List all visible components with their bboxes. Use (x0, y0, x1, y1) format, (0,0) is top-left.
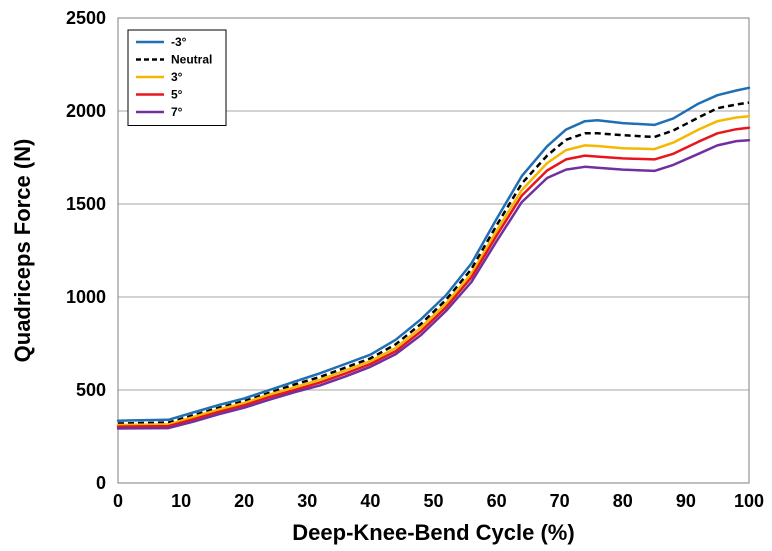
legend-label: Neutral (171, 53, 212, 67)
x-tick-label: 90 (676, 491, 696, 511)
y-tick-label: 2000 (66, 101, 106, 121)
x-tick-labels: 0 10 20 30 40 50 60 70 80 90 100 (113, 491, 764, 511)
x-tick-label: 0 (113, 491, 123, 511)
x-tick-label: 40 (360, 491, 380, 511)
y-tick-label: 1000 (66, 287, 106, 307)
y-tick-label: 1500 (66, 194, 106, 214)
x-axis-title: Deep-Knee-Bend Cycle (%) (292, 520, 574, 545)
x-tick-label: 30 (297, 491, 317, 511)
series-line-2 (116, 114, 751, 427)
legend-label: 3° (171, 70, 183, 84)
y-axis-title: Quadriceps Force (N) (10, 139, 35, 363)
series-line-4 (116, 138, 751, 430)
y-tick-label: 500 (76, 380, 106, 400)
x-tick-label: 50 (423, 491, 443, 511)
series-line-1 (117, 101, 750, 425)
legend-label: 7° (171, 105, 183, 119)
legend-label: -3° (171, 35, 187, 49)
x-tick-label: 20 (234, 491, 254, 511)
y-tick-label: 0 (96, 473, 106, 493)
gridlines (118, 110, 749, 391)
x-tick-label: 80 (613, 491, 633, 511)
x-tick-label: 70 (550, 491, 570, 511)
plot-area (117, 17, 750, 484)
legend: -3° Neutral 3° 5° 7° (127, 29, 227, 126)
x-tick-label: 60 (487, 491, 507, 511)
y-tick-labels: 0 500 1000 1500 2000 2500 (66, 8, 106, 493)
series-line-3 (116, 126, 751, 428)
legend-label: 5° (171, 88, 183, 102)
series-line-0 (116, 86, 751, 422)
series-lines (116, 86, 751, 430)
y-tick-label: 2500 (66, 8, 106, 28)
x-tick-label: 10 (171, 491, 191, 511)
x-tick-label: 100 (734, 491, 764, 511)
